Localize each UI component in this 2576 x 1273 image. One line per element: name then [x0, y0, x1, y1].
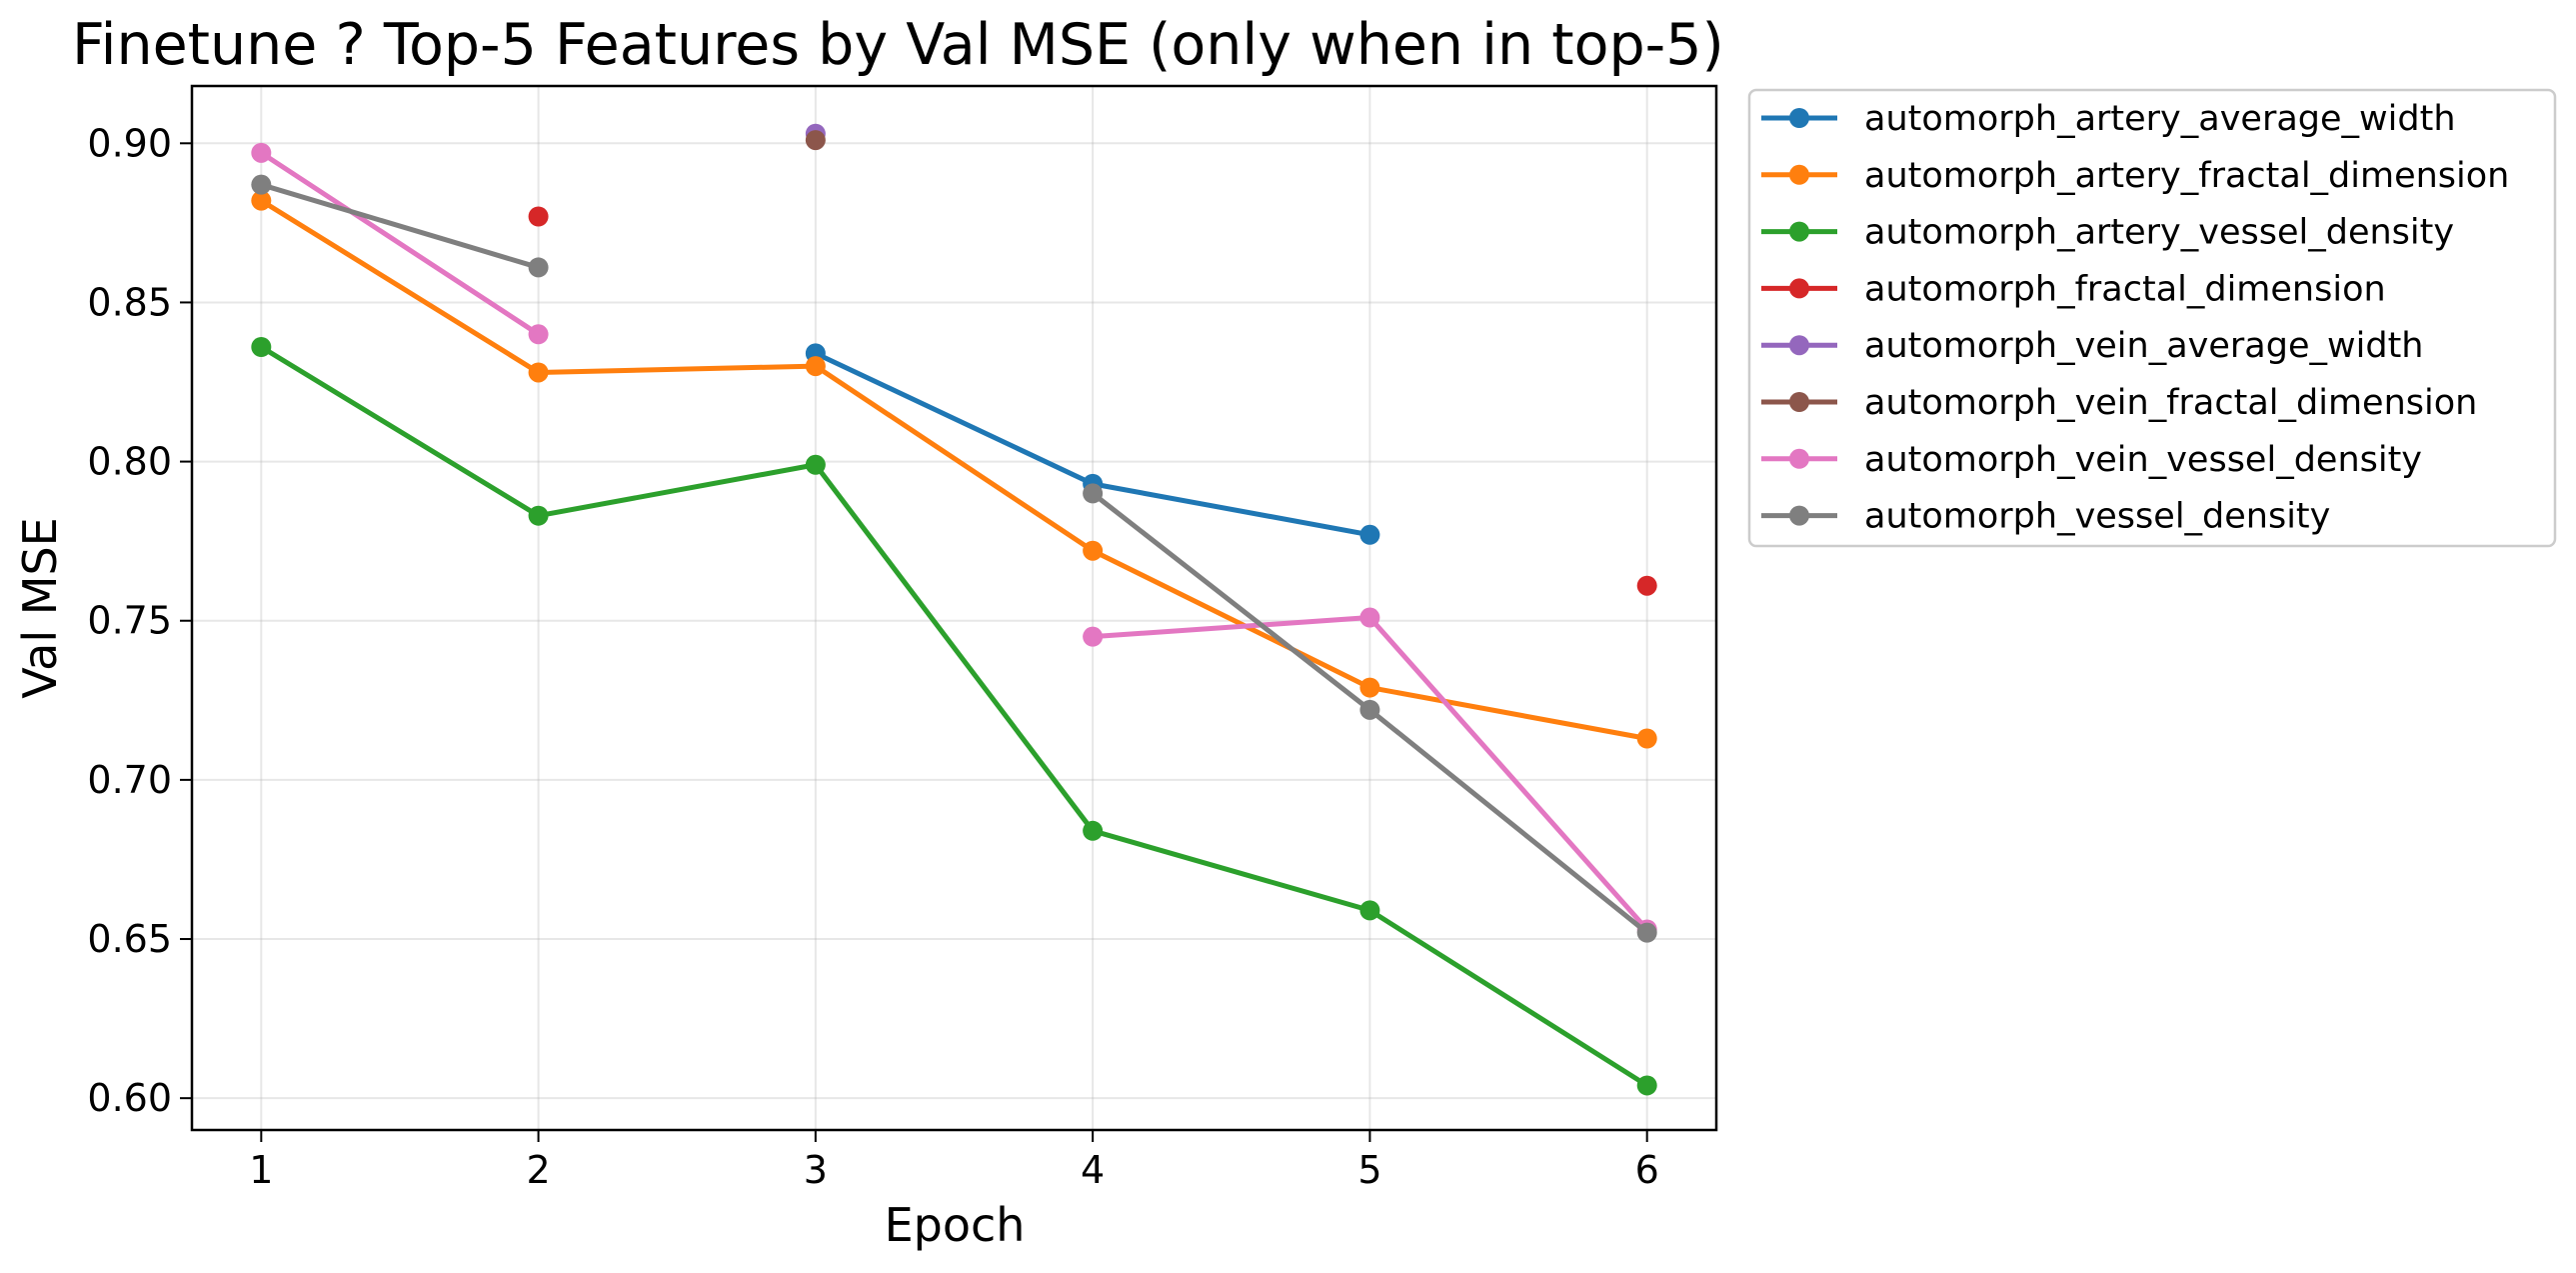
x-axis-ticks: 1 2 3 4 5 6: [249, 1130, 1659, 1192]
legend-label: automorph_fractal_dimension: [1864, 269, 2386, 309]
y-tick-label: 0.70: [87, 758, 172, 802]
data-point: [528, 324, 549, 345]
x-tick-label: 5: [1357, 1148, 1381, 1192]
data-point: [1359, 699, 1380, 720]
data-point: [805, 356, 826, 377]
plot-frame: [190, 84, 1718, 1132]
legend-label: automorph_vein_vessel_density: [1864, 440, 2422, 480]
data-point: [251, 142, 272, 163]
data-point: [251, 337, 272, 357]
legend-label: automorph_artery_vessel_density: [1864, 213, 2454, 253]
legend-label: automorph_artery_average_width: [1864, 99, 2456, 139]
series-line: [258, 344, 1650, 1088]
legend-swatch-marker: [1789, 278, 1809, 299]
series-automorph_vein_fractal_dimension: [805, 130, 826, 151]
series-automorph_artery_vessel_density: [251, 337, 1657, 1096]
data-point: [1359, 677, 1380, 698]
data-point: [528, 362, 549, 383]
y-tick-label: 0.60: [87, 1076, 172, 1120]
y-tick-label: 0.90: [87, 121, 172, 165]
legend-swatch-marker: [1789, 335, 1809, 356]
legend-item: automorph_artery_vessel_density: [1761, 213, 2454, 253]
legend-frame: [1747, 88, 2557, 548]
data-point: [1083, 626, 1104, 647]
x-tick-label: 3: [804, 1148, 828, 1192]
series-automorph_fractal_dimension: [528, 206, 1657, 596]
legend-item: automorph_vein_fractal_dimension: [1761, 383, 2477, 423]
legend-label: automorph_vein_fractal_dimension: [1864, 383, 2477, 423]
y-axis-label: Val MSE: [13, 517, 67, 698]
data-point: [251, 190, 272, 211]
y-axis-ticks: 0.60 0.65 0.70 0.75 0.80 0.85 0.90: [87, 121, 192, 1120]
x-axis-label: Epoch: [885, 1198, 1026, 1252]
series-automorph_artery_fractal_dimension: [251, 190, 1657, 749]
data-point: [528, 505, 549, 526]
x-tick-label: 1: [249, 1148, 273, 1192]
legend-item: automorph_vein_vessel_density: [1761, 440, 2422, 480]
series-line: [258, 182, 542, 270]
x-tick-label: 4: [1081, 1148, 1105, 1192]
data-point: [805, 454, 826, 475]
y-tick-label: 0.80: [87, 440, 172, 484]
legend-label: automorph_vessel_density: [1864, 497, 2330, 537]
chart-title: Finetune ? Top-5 Features by Val MSE (on…: [72, 12, 1724, 78]
data-point: [1359, 607, 1380, 628]
data-point: [1636, 922, 1657, 943]
legend-item: automorph_vessel_density: [1761, 497, 2330, 537]
data-point: [1083, 483, 1104, 504]
data-point: [528, 257, 549, 278]
data-point: [251, 174, 272, 195]
y-tick-label: 0.65: [87, 917, 172, 961]
data-point: [528, 206, 549, 227]
series-automorph_vein_vessel_density: [251, 142, 1657, 940]
series-automorph_vessel_density: [251, 174, 1657, 943]
series-line: [258, 150, 542, 337]
data-point: [1083, 540, 1104, 561]
legend-swatch-marker: [1789, 505, 1809, 526]
legend-swatch-marker: [1789, 108, 1809, 128]
legend-item: automorph_fractal_dimension: [1761, 269, 2386, 309]
legend: automorph_artery_average_width automorph_…: [1747, 88, 2557, 548]
y-tick-label: 0.85: [87, 280, 172, 324]
legend-items: automorph_artery_average_width automorph_…: [1761, 99, 2509, 537]
data-point: [1636, 1075, 1657, 1096]
legend-item: automorph_vein_average_width: [1761, 326, 2423, 366]
legend-label: automorph_artery_fractal_dimension: [1864, 156, 2509, 196]
legend-swatch-marker: [1789, 221, 1809, 242]
data-point: [1359, 524, 1380, 545]
legend-swatch-marker: [1789, 448, 1809, 469]
x-tick-label: 2: [526, 1148, 550, 1192]
y-tick-label: 0.75: [87, 599, 172, 643]
x-tick-label: 6: [1635, 1148, 1659, 1192]
data-point: [1636, 575, 1657, 596]
series-line: [258, 198, 1650, 741]
grid-lines: [192, 86, 1716, 1130]
legend-item: automorph_artery_fractal_dimension: [1761, 156, 2509, 196]
data-point: [1359, 900, 1380, 921]
data-point: [1083, 820, 1104, 841]
legend-item: automorph_artery_average_width: [1761, 99, 2456, 139]
legend-swatch-marker: [1789, 392, 1809, 412]
legend-label: automorph_vein_average_width: [1864, 326, 2423, 366]
data-point: [1636, 728, 1657, 749]
series-layer: [251, 123, 1657, 1096]
data-point: [805, 130, 826, 151]
legend-swatch-marker: [1789, 164, 1809, 185]
